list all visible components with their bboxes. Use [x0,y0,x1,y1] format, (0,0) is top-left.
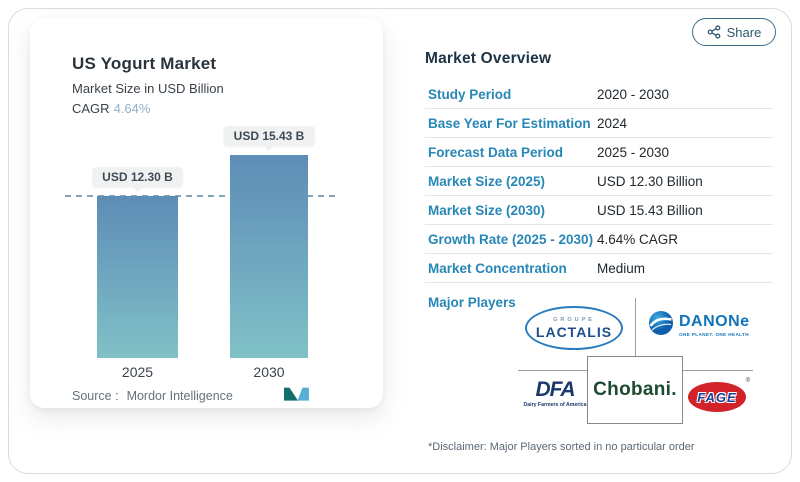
chart-subtitle: Market Size in USD Billion [72,81,224,96]
fage-logo: FAGE ® [688,378,750,412]
row-value: USD 15.43 Billion [597,202,703,218]
table-row: Forecast Data Period 2025 - 2030 [425,138,773,167]
x-axis-label: 2025 [121,364,154,380]
row-label: Market Size (2025) [428,173,546,189]
share-button[interactable]: Share [692,18,776,46]
source-label: Source : [72,389,119,403]
players-diagram: GROUPE LACTALIS DANONe ONE PLANET. ONE H… [425,290,773,430]
major-players-label: Major Players [428,295,516,310]
chart-bar: USD 15.43 B [223,126,315,358]
share-label: Share [726,24,762,40]
fage-oval [688,382,746,412]
players-divider-vertical [635,298,636,356]
table-row: Market Concentration Medium [425,254,773,283]
danone-logo: DANONe ONE PLANET. ONE HEALTH [648,310,750,341]
danone-globe-icon [648,310,674,341]
x-axis-label: 2030 [253,364,285,380]
fage-registered-mark: ® [745,378,750,384]
row-value: 2025 - 2030 [597,144,670,160]
cagr-line: CAGR 4.64% [72,101,224,116]
fage-name: FAGE [697,389,737,405]
overview-heading: Market Overview [425,50,552,67]
cagr-value: 4.64% [113,101,151,116]
row-label: Growth Rate (2025 - 2030) [428,231,594,247]
chobani-logo: Chobani. [593,379,677,400]
dfa-name: DFA [535,378,576,401]
bar-value-callout: USD 12.30 B [92,167,183,192]
lactalis-name: LACTALIS [535,323,613,340]
dfa-tagline: Dairy Farmers of America [523,402,587,408]
lactalis-groupe-text: GROUPE [553,316,595,323]
bar-value-callout: USD 15.43 B [223,126,315,151]
row-value: 4.64% CAGR [597,231,679,247]
row-label: Study Period [428,86,512,102]
source-value: Mordor Intelligence [126,389,233,403]
danone-name: DANONe [679,313,750,330]
overview-panel: Market Overview Study Period 2020 - 2030 … [425,50,773,310]
mordor-intelligence-logo [284,385,310,406]
cagr-label: CAGR [72,101,110,116]
row-label: Market Concentration [428,260,567,276]
overview-table: Study Period 2020 - 2030 Base Year For Es… [425,80,773,283]
row-label: Forecast Data Period [428,144,564,160]
lactalis-logo: GROUPE LACTALIS [525,306,623,350]
lactalis-oval: GROUPE LACTALIS [525,306,623,350]
table-row: Market Size (2030) USD 15.43 Billion [425,196,773,225]
source-row: Source : Mordor Intelligence [72,389,233,403]
table-row: Market Size (2025) USD 12.30 Billion [425,167,773,196]
row-value: USD 12.30 Billion [597,173,703,189]
chart-card: US Yogurt Market Market Size in USD Bill… [30,18,383,408]
row-value: Medium [597,260,646,276]
chart-bar: USD 12.30 B [92,167,183,358]
chart-title: US Yogurt Market [72,54,217,73]
table-row: Study Period 2020 - 2030 [425,80,773,109]
chart-header: US Yogurt Market Market Size in USD Bill… [72,54,224,116]
plot-area: USD 12.30 B USD 15.43 B [30,18,383,358]
disclaimer-text: *Disclaimer: Major Players sorted in no … [428,441,695,453]
row-label: Base Year For Estimation [428,115,591,131]
row-value: 2020 - 2030 [597,86,670,102]
players-divider-horizontal-left [518,370,587,371]
dfa-logo: DFA Dairy Farmers of America [521,378,589,408]
table-row: Growth Rate (2025 - 2030) 4.64% CAGR [425,225,773,254]
row-value: 2024 [597,115,628,131]
row-label: Market Size (2030) [428,202,546,218]
players-divider-horizontal-right [683,370,753,371]
reference-dashed-line [65,195,337,197]
table-row: Base Year For Estimation 2024 [425,109,773,138]
chobani-card: Chobani. [587,356,683,424]
share-icon [707,25,721,39]
danone-tagline: ONE PLANET. ONE HEALTH [679,332,749,337]
